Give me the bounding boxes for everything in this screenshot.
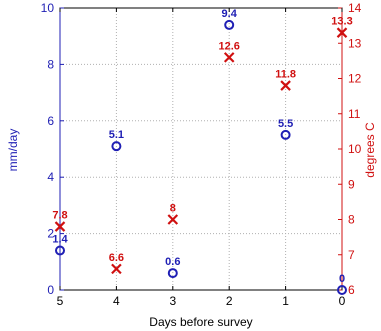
left-tick-label: 10 xyxy=(41,1,55,15)
left-tick-label: 2 xyxy=(47,227,54,241)
temperature-point xyxy=(223,52,235,63)
data-marks xyxy=(54,19,348,295)
left-tick-label: 6 xyxy=(47,114,54,128)
right-tick-label: 8 xyxy=(348,213,355,227)
temperature-point xyxy=(111,263,122,275)
rainfall-data-label: 1.4 xyxy=(52,234,68,246)
right-axis-ticks: 6 7 8 9 10 11 12 13 14 xyxy=(338,1,362,297)
left-tick-label: 8 xyxy=(47,57,54,71)
x-tick-label: 5 xyxy=(57,294,64,308)
right-tick-label: 7 xyxy=(348,248,355,262)
temperature-data-label: 7.8 xyxy=(52,210,67,222)
rainfall-data-label: 9.4 xyxy=(222,8,238,20)
right-tick-label: 11 xyxy=(348,107,361,121)
plot-frame xyxy=(59,7,343,291)
temperature-data-label: 6.6 xyxy=(109,252,124,264)
x-axis-label: Days before survey xyxy=(149,315,252,329)
x-axis-ticks: 5 4 3 2 1 0 xyxy=(57,8,346,308)
rainfall-point xyxy=(167,268,178,279)
grid-lines xyxy=(60,8,342,290)
temperature-point xyxy=(280,80,291,91)
right-tick-label: 14 xyxy=(348,1,362,15)
x-tick-label: 2 xyxy=(226,294,233,308)
x-tick-label: 1 xyxy=(282,294,289,308)
x-tick-label: 3 xyxy=(169,294,176,308)
rainfall-point xyxy=(224,19,235,30)
x-tick-label: 0 xyxy=(339,294,346,308)
left-y-axis-label: mm/day xyxy=(6,129,20,172)
right-tick-label: 12 xyxy=(348,72,362,86)
right-tick-label: 13 xyxy=(348,36,362,50)
temperature-data-label: 12.6 xyxy=(218,40,239,52)
rainfall-data-label: 0 xyxy=(339,273,345,285)
right-tick-label: 10 xyxy=(348,142,362,156)
temperature-point xyxy=(336,27,348,38)
rainfall-point xyxy=(337,285,347,295)
temperature-point xyxy=(54,221,66,232)
rainfall-point xyxy=(55,245,65,256)
rainfall-data-label: 5.5 xyxy=(278,118,293,130)
right-tick-label: 9 xyxy=(348,177,355,191)
temperature-data-label: 11.8 xyxy=(275,69,296,81)
rainfall-point xyxy=(280,129,291,140)
temperature-point xyxy=(167,214,179,225)
right-tick-label: 6 xyxy=(348,283,355,297)
left-tick-label: 0 xyxy=(47,283,54,297)
rainfall-data-label: 0.6 xyxy=(165,256,180,268)
rainfall-point xyxy=(111,141,122,152)
x-tick-label: 4 xyxy=(113,294,120,308)
data-labels: 1.4 5.1 0.6 9.4 5.5 0 7.8 6.6 8 12.6 11.8 13.3 xyxy=(52,8,352,285)
left-axis-ticks: 0 2 4 6 8 10 xyxy=(41,1,64,297)
right-y-axis-label: degrees C xyxy=(363,122,377,178)
temperature-data-label: 13.3 xyxy=(331,16,352,28)
left-tick-label: 4 xyxy=(47,170,54,184)
rainfall-data-label: 5.1 xyxy=(109,129,124,141)
temperature-data-label: 8 xyxy=(170,203,176,215)
